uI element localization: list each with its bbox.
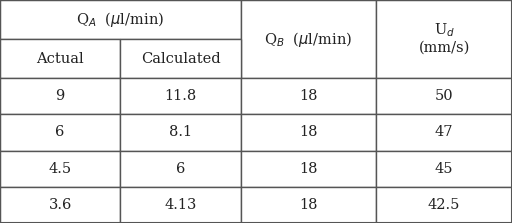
Bar	[120, 151, 241, 187]
Bar	[120, 39, 241, 78]
Text: 6: 6	[55, 125, 65, 139]
Bar	[241, 187, 376, 223]
Text: U$_d$: U$_d$	[434, 22, 455, 39]
Bar	[0, 78, 120, 114]
Text: Actual: Actual	[36, 52, 84, 66]
Bar	[120, 78, 241, 114]
Text: 18: 18	[299, 162, 318, 176]
Bar	[0, 0, 241, 39]
Text: Q$_B$  ($\mu$l/min): Q$_B$ ($\mu$l/min)	[264, 29, 353, 49]
Text: 11.8: 11.8	[164, 89, 197, 103]
Text: (mm/s): (mm/s)	[418, 41, 470, 54]
Text: 50: 50	[435, 89, 454, 103]
Text: 18: 18	[299, 125, 318, 139]
Text: 4.5: 4.5	[49, 162, 72, 176]
Bar	[241, 151, 376, 187]
Bar	[0, 114, 120, 151]
Text: 9: 9	[55, 89, 65, 103]
Bar	[241, 0, 376, 78]
Text: 6: 6	[176, 162, 185, 176]
Text: 4.13: 4.13	[164, 198, 197, 212]
Text: 47: 47	[435, 125, 454, 139]
Bar	[120, 187, 241, 223]
Text: Calculated: Calculated	[141, 52, 220, 66]
Bar	[241, 114, 376, 151]
Bar	[241, 78, 376, 114]
Text: 42.5: 42.5	[428, 198, 460, 212]
Bar	[376, 187, 512, 223]
Bar	[376, 78, 512, 114]
Text: 18: 18	[299, 89, 318, 103]
Bar	[376, 0, 512, 78]
Text: 3.6: 3.6	[49, 198, 72, 212]
Bar	[120, 114, 241, 151]
Bar	[0, 39, 120, 78]
Bar	[376, 151, 512, 187]
Text: 45: 45	[435, 162, 454, 176]
Bar	[0, 151, 120, 187]
Text: Q$_A$  ($\mu$l/min): Q$_A$ ($\mu$l/min)	[76, 10, 164, 29]
Text: 8.1: 8.1	[169, 125, 192, 139]
Bar	[0, 187, 120, 223]
Bar	[376, 114, 512, 151]
Text: 18: 18	[299, 198, 318, 212]
